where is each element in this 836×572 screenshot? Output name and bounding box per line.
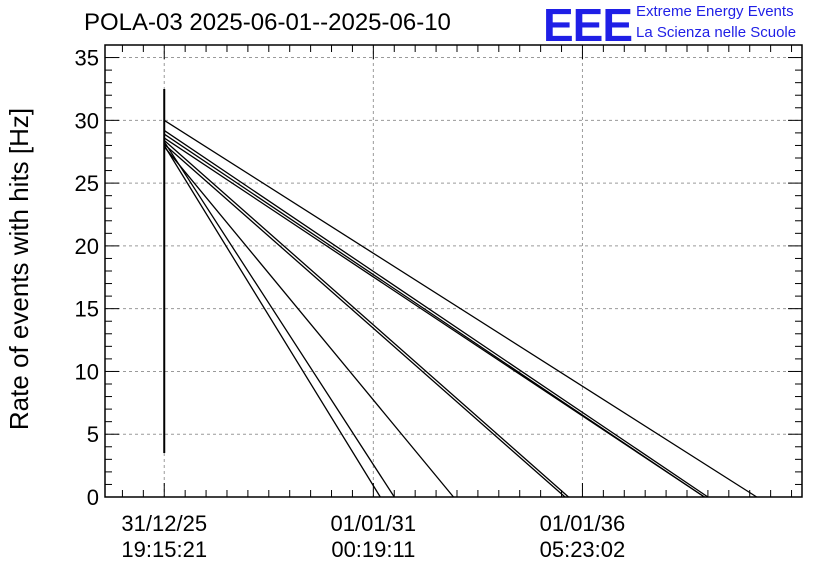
x-tick-label-date: 31/12/25 [121,511,207,536]
y-tick-label: 10 [75,359,99,384]
grid-layer [105,45,802,497]
logo-line-1: Extreme Energy Events [636,3,794,20]
y-tick-label: 35 [75,46,99,71]
y-tick-label: 20 [75,234,99,259]
series-line-1 [163,119,758,498]
x-tick-label-date: 01/01/31 [331,511,417,536]
x-tick-label-date: 01/01/36 [540,511,626,536]
y-tick-label: 5 [87,422,99,447]
eee-logo-mark: EEE [543,0,633,51]
y-tick-label: 15 [75,297,99,322]
y-tick-label: 30 [75,108,99,133]
axes-layer [104,44,803,498]
series-line-9 [163,145,381,498]
series-line-7 [163,146,455,498]
x-tick-label-time: 00:19:11 [331,537,415,562]
series-line-5 [163,139,569,498]
series-line-8 [163,141,395,498]
plot-frame [104,44,803,498]
series-line-6 [163,143,566,498]
logo-line-2: La Scienza nelle Scuole [636,24,797,41]
y-axis-label: Rate of events with hits [Hz] [4,108,34,430]
x-tick-label-time: 05:23:02 [540,537,626,562]
series-line-2 [163,129,709,498]
series-layer [163,88,758,498]
y-tick-label: 25 [75,171,99,196]
y-tick-label: 0 [87,485,99,510]
series-line-4 [163,137,705,498]
x-tick-label-time: 19:15:21 [121,537,207,562]
chart-title: POLA-03 2025-06-01--2025-06-10 [84,9,451,36]
